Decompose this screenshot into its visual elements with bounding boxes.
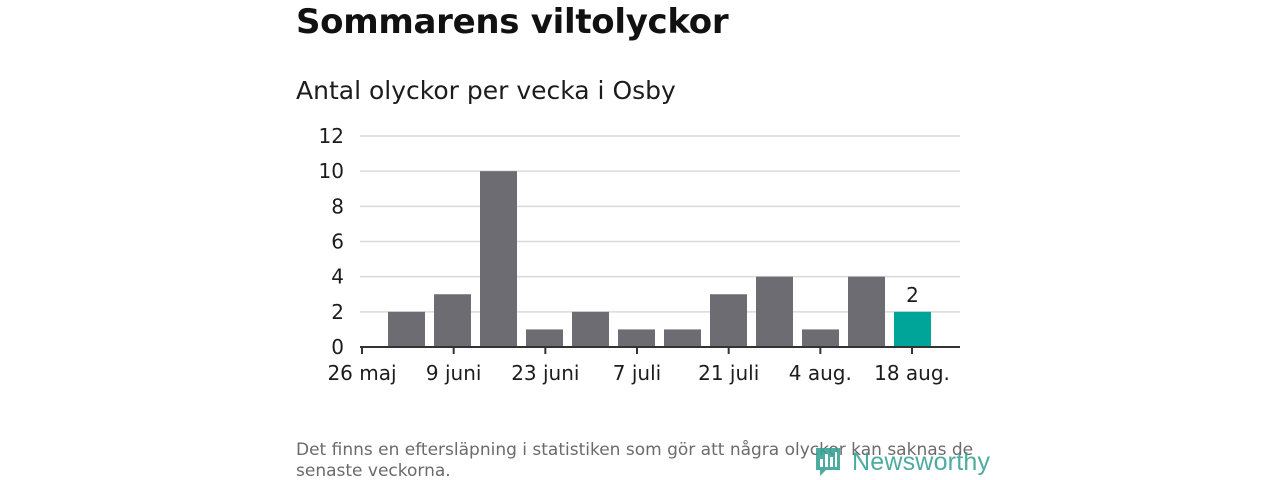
y-tick-label: 6 xyxy=(331,230,344,254)
bar xyxy=(664,329,701,347)
x-tick-label: 18 aug. xyxy=(874,361,950,385)
newsworthy-logo: Newsworthy xyxy=(814,446,990,478)
y-tick-label: 0 xyxy=(331,335,344,359)
bar xyxy=(618,329,655,347)
x-tick-label: 26 maj xyxy=(327,361,396,385)
y-tick-label: 10 xyxy=(319,159,344,183)
data-label: 2 xyxy=(906,283,919,307)
bar-chart-logo-icon xyxy=(816,448,840,476)
chart-title: Sommarens viltolyckor xyxy=(296,2,729,42)
y-axis-ticks: 0 2 4 6 8 10 12 xyxy=(319,124,344,359)
bar-highlight xyxy=(894,311,931,347)
bar xyxy=(434,294,471,347)
data-labels: 2 xyxy=(906,283,919,307)
x-tick-label: 21 juli xyxy=(698,361,759,385)
bars xyxy=(388,171,931,347)
bar xyxy=(802,329,839,347)
bar xyxy=(710,294,747,347)
bar xyxy=(480,171,517,347)
bar xyxy=(388,311,425,347)
brand-name: Newsworthy xyxy=(852,447,991,476)
footnote: Det finns en eftersläpning i statistiken… xyxy=(296,440,974,480)
x-tick-label: 7 juli xyxy=(613,361,661,385)
y-tick-label: 4 xyxy=(331,265,344,289)
x-tick-label: 4 aug. xyxy=(789,361,852,385)
bar xyxy=(756,276,793,347)
x-tick-label: 9 juni xyxy=(426,361,482,385)
chart-subtitle: Antal olyckor per vecka i Osby xyxy=(296,76,676,105)
bar xyxy=(572,311,609,347)
y-tick-label: 8 xyxy=(331,194,344,218)
y-tick-label: 12 xyxy=(319,124,344,148)
y-tick-label: 2 xyxy=(331,300,344,324)
bar xyxy=(526,329,563,347)
x-axis-ticks: 26 maj 9 juni 23 juni 7 juli 21 juli 4 aug. 18… xyxy=(327,347,950,385)
x-tick-label: 23 juni xyxy=(511,361,579,385)
bar xyxy=(848,276,885,347)
